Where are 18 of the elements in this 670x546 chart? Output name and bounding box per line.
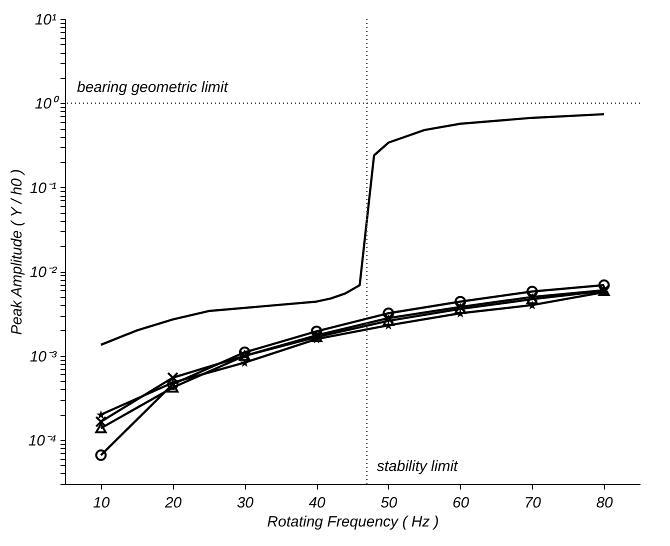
y-tick-label: 10⁻⁴	[28, 432, 56, 450]
y-tick-label: 10⁰	[34, 96, 60, 113]
x-tick-label: 50	[380, 494, 398, 512]
x-tick-label: 40	[308, 494, 326, 512]
y-tick-label: 10¹	[34, 12, 56, 28]
x-tick-label: 10	[93, 494, 110, 512]
x-tick-label: 30	[236, 494, 254, 512]
y-axis-title: Peak Amplitude ( Y / h0 )	[8, 169, 26, 335]
ref-line-label: stability limit	[376, 458, 459, 475]
y-tick-label: 10⁻¹	[30, 180, 56, 197]
x-tick-label: 20	[164, 494, 182, 512]
y-tick-label: 10⁻³	[30, 348, 58, 366]
x-tick-label: 80	[596, 494, 614, 512]
x-tick-label: 70	[524, 494, 542, 512]
x-axis-title: Rotating Frequency ( Hz )	[267, 514, 439, 530]
y-tick-label: 10⁻²	[30, 264, 58, 282]
x-tick-label: 60	[452, 494, 470, 512]
ref-line-label: bearing geometric limit	[77, 79, 229, 96]
